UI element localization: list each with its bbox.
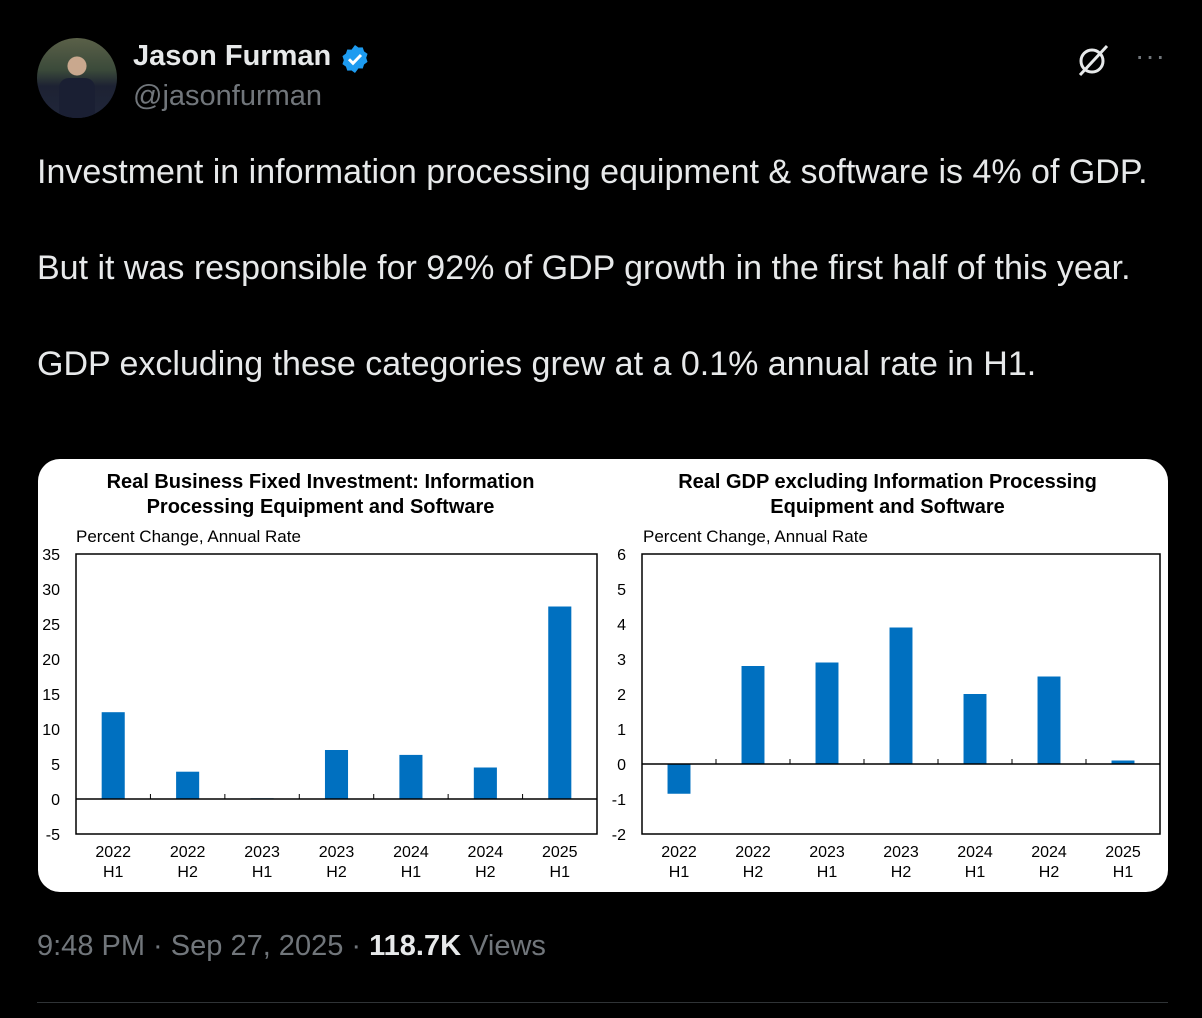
bar — [176, 771, 200, 799]
bar — [1037, 676, 1061, 764]
chart-title-left: Real Business Fixed Investment: Informat… — [106, 471, 535, 518]
bar — [473, 767, 497, 799]
x-tick-label: 2023 — [244, 844, 280, 861]
views-count: 118.7K — [369, 930, 462, 962]
x-tick-label: H1 — [103, 864, 124, 881]
y-tick-label: 10 — [42, 722, 60, 739]
x-tick-label: H1 — [550, 864, 571, 881]
tweet-paragraph: But it was responsible for 92% of GDP gr… — [37, 249, 1131, 287]
x-tick-label: 2024 — [393, 844, 429, 861]
charts-svg: 35302520151050-52022H12022H22023H12023H2… — [42, 547, 1161, 881]
y-tick-label: -1 — [612, 792, 626, 809]
x-tick-label: 2023 — [883, 844, 919, 861]
x-tick-label: H2 — [891, 864, 912, 881]
bar — [1111, 760, 1135, 764]
avatar[interactable] — [37, 38, 117, 118]
author-handle[interactable]: @jasonfurman — [133, 80, 323, 112]
bar — [399, 754, 423, 799]
author-name[interactable]: Jason Furman — [133, 40, 332, 72]
divider — [37, 1002, 1168, 1003]
y-tick-label: 0 — [51, 792, 60, 809]
y-tick-label: -2 — [612, 827, 626, 844]
x-tick-label: 2023 — [319, 844, 355, 861]
x-tick-label: H1 — [669, 864, 690, 881]
bar — [324, 750, 349, 799]
bar — [963, 694, 987, 764]
x-tick-label: 2022 — [661, 844, 697, 861]
y-tick-label: 6 — [617, 547, 626, 564]
y-tick-label: 4 — [617, 617, 626, 634]
y-tick-label: 25 — [42, 617, 60, 634]
bar — [889, 627, 913, 764]
y-tick-label: 3 — [617, 652, 626, 669]
tweet-image[interactable]: Real Business Fixed Investment: Informat… — [38, 459, 1168, 892]
tweet-date[interactable]: Sep 27, 2025 — [170, 930, 344, 962]
y-tick-label: 20 — [42, 652, 60, 669]
plot-frame — [641, 553, 1161, 835]
y-tick-label: -5 — [46, 827, 60, 844]
x-tick-label: 2023 — [809, 844, 845, 861]
chart-subtitle-right: Percent Change, Annual Rate — [643, 527, 868, 546]
x-tick-label: 2022 — [735, 844, 771, 861]
x-tick-label: H1 — [965, 864, 986, 881]
x-tick-label: H1 — [252, 864, 273, 881]
x-tick-label: 2025 — [542, 844, 578, 861]
tweet-footer: 9:48 PM · Sep 27, 2025 · 118.7K Views — [37, 930, 546, 962]
bar — [548, 606, 572, 799]
x-tick-label: H1 — [401, 864, 422, 881]
x-tick-label: 2024 — [1031, 844, 1067, 861]
y-tick-label: 0 — [617, 757, 626, 774]
y-tick-label: 5 — [51, 757, 60, 774]
verified-badge-icon — [342, 45, 368, 73]
views-label: Views — [469, 930, 546, 962]
x-tick-label: H2 — [177, 864, 198, 881]
more-icon[interactable]: ··· — [1135, 40, 1166, 71]
plot-frame — [75, 553, 598, 835]
grok-icon[interactable] — [1075, 42, 1111, 78]
x-tick-label: 2022 — [95, 844, 131, 861]
x-tick-label: H1 — [817, 864, 838, 881]
tweet-paragraph: GDP excluding these categories grew at a… — [37, 345, 1037, 383]
x-tick-label: H2 — [326, 864, 347, 881]
y-tick-label: 2 — [617, 687, 626, 704]
y-tick-label: 30 — [42, 582, 60, 599]
y-tick-label: 1 — [617, 722, 626, 739]
x-tick-label: 2024 — [957, 844, 993, 861]
y-tick-label: 15 — [42, 687, 60, 704]
tweet-text: Investment in information processing equ… — [37, 148, 1177, 388]
x-tick-label: H1 — [1113, 864, 1134, 881]
bar — [667, 764, 691, 794]
bar — [101, 712, 125, 799]
bar — [815, 662, 839, 764]
y-tick-label: 35 — [42, 547, 60, 564]
chart-subtitle-left: Percent Change, Annual Rate — [76, 527, 301, 546]
x-tick-label: H2 — [1039, 864, 1060, 881]
y-tick-label: 5 — [617, 582, 626, 599]
x-tick-label: 2024 — [468, 844, 504, 861]
x-tick-label: 2025 — [1105, 844, 1141, 861]
bar — [741, 666, 765, 764]
chart-title-right: Real GDP excluding Information Processin… — [678, 471, 1097, 518]
tweet-time[interactable]: 9:48 PM — [37, 930, 145, 962]
x-tick-label: 2022 — [170, 844, 206, 861]
x-tick-label: H2 — [475, 864, 496, 881]
tweet-paragraph: Investment in information processing equ… — [37, 153, 1148, 191]
x-tick-label: H2 — [743, 864, 764, 881]
